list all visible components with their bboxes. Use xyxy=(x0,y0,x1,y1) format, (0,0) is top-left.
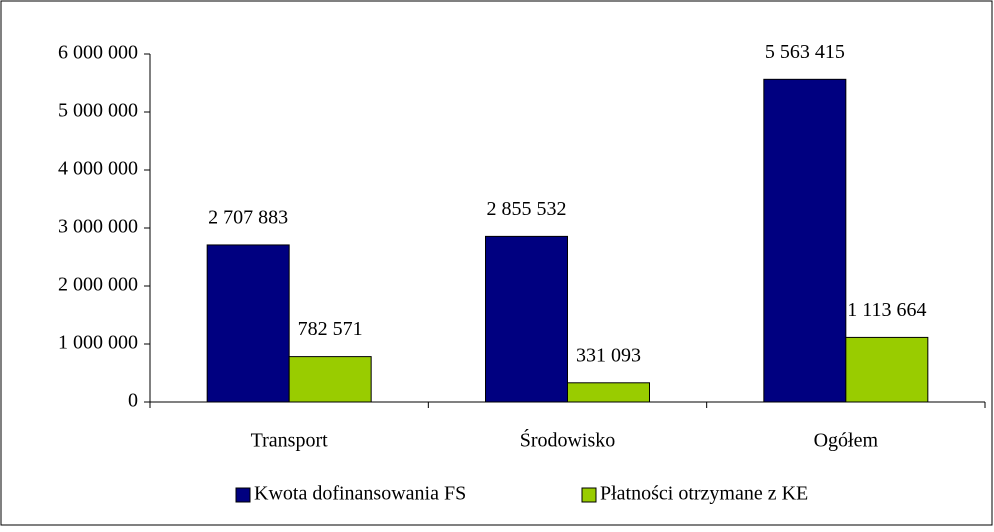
y-tick-label: 0 xyxy=(128,390,138,412)
value-label: 782 571 xyxy=(298,318,363,340)
x-tick-label: Środowisko xyxy=(520,428,616,452)
y-tick-label: 6 000 000 xyxy=(58,42,138,64)
value-label: 1 113 664 xyxy=(847,299,926,321)
bar xyxy=(845,336,929,403)
x-tick-label: Transport xyxy=(251,430,328,452)
legend-swatch xyxy=(235,487,251,503)
y-tick-label: 3 000 000 xyxy=(58,216,138,238)
value-label: 331 093 xyxy=(576,344,641,366)
bar xyxy=(206,244,290,403)
x-tick-label: Ogółem xyxy=(814,430,879,452)
value-label: 2 855 532 xyxy=(487,198,567,220)
value-label: 5 563 415 xyxy=(765,41,845,63)
bar xyxy=(763,78,847,403)
bar xyxy=(288,356,372,403)
y-tick-label: 4 000 000 xyxy=(58,158,138,180)
y-tick-label: 2 000 000 xyxy=(58,274,138,296)
bar xyxy=(567,382,650,403)
legend-swatch xyxy=(581,487,597,503)
bar xyxy=(485,235,568,403)
value-label: 2 707 883 xyxy=(208,207,288,229)
legend-label: Płatności otrzymane z KE xyxy=(600,483,808,505)
y-tick-label: 1 000 000 xyxy=(58,332,138,354)
y-tick-label: 5 000 000 xyxy=(58,100,138,122)
legend-label: Kwota dofinansowania FS xyxy=(254,483,466,505)
